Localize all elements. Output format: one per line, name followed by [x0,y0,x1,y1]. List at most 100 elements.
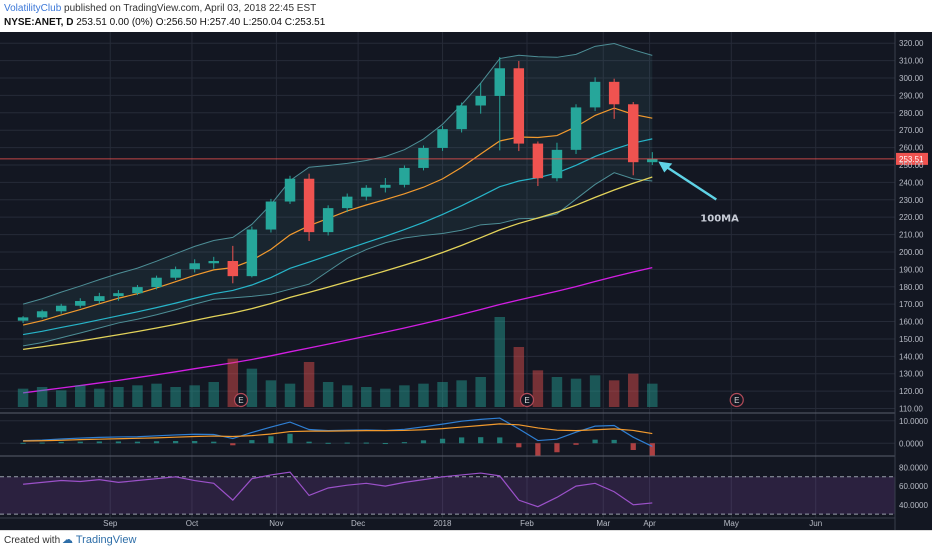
earnings-marker-label: E [524,396,529,405]
macd-histogram-bar [554,443,560,453]
price-tick-label: 170.00 [899,300,924,309]
rsi-band-fill [0,476,895,515]
candle-body [322,208,334,233]
volume-bar [494,317,505,407]
ma50-line [22,138,653,336]
rsi-tick-label: 80.0000 [899,463,928,472]
annotation-arrow-shaft [663,164,717,201]
macd-histogram-bar [96,441,102,444]
volume-bar [36,387,48,407]
volume-bar [303,362,315,407]
price-chart[interactable]: 253.51 100MA E E E 10.0000 0.0000 80.0000 60.… [0,32,932,530]
candle-body [380,184,391,188]
volume-bar [322,382,334,407]
candle-body [284,178,296,202]
macd-histogram-bar [249,440,255,444]
publish-line: VolatilityClub published on TradingView.… [4,3,316,14]
macd-histogram-bar [134,441,141,444]
macd-histogram-bar [211,441,217,444]
macd-histogram-bar [420,440,427,444]
time-tick-label: Oct [186,519,199,528]
macd-histogram-bar [516,443,522,448]
volume-bar [151,383,162,407]
volume-bar [513,347,525,407]
volume-bar [380,388,391,407]
rsi-panel: 80.0000 60.0000 40.0000 [0,455,928,515]
candle-body [551,149,563,179]
volume-bar [647,383,658,407]
ma200-line [22,266,653,394]
price-tick-label: 210.00 [899,231,924,240]
macd-histogram-bar [230,443,236,446]
macd-histogram-bar [649,443,655,457]
candle-body [246,229,258,277]
macd-histogram-bar [344,442,350,444]
footer: Created with ☁ TradingView [0,530,932,551]
price-tick-label: 110.00 [899,405,923,414]
author-link[interactable]: VolatilityClub [4,3,62,14]
candle-body [418,147,429,168]
ohlc-readout: 253.51 0.00 (0%) O:256.50 H:257.40 L:250… [76,17,326,28]
candle-body [456,105,467,130]
volume-bar [132,385,143,407]
bollinger-lower-line [22,172,653,347]
earnings-marker [519,392,535,408]
candle-body [151,277,162,288]
publish-text: published on TradingView.com, April 03, … [64,3,317,14]
volume-bar [532,370,544,407]
time-tick-label: Sep [103,519,118,528]
candle-body [75,301,86,306]
candle-body [589,81,601,108]
grid [0,32,895,518]
volume-bar [456,380,467,407]
candle-body [17,317,29,321]
last-price-badge [896,152,928,165]
bollinger-upper-line [22,43,653,305]
time-axis: Sep Oct Nov Dec 2018 Feb Mar Apr May Jun [0,517,895,528]
macd-histogram-bar [172,441,179,444]
price-tick-label: 240.00 [899,178,924,187]
macd-histogram-bar [325,442,331,444]
candle-body [132,287,143,294]
price-tick-label: 290.00 [899,91,924,100]
price-tick-label: 250.00 [899,161,924,170]
macd-panel: 10.0000 0.0000 [0,412,928,457]
volume-bar [227,358,239,407]
price-tick-label: 120.00 [899,387,924,396]
earnings-marker [729,392,744,408]
volume-bar [551,377,563,407]
macd-tick-label: 10.0000 [899,417,928,426]
volume-bar [341,385,353,407]
price-tick-label: 300.00 [899,74,924,83]
volume-bar [399,385,410,407]
volume-bar [265,380,277,407]
macd-tick-label: 0.0000 [899,439,924,448]
volume-bar [437,382,448,407]
volume-bar [17,388,29,407]
macd-histogram-bar [287,433,293,444]
volume-bar [475,377,486,407]
macd-histogram-bar [20,442,26,444]
volume-bar [608,380,620,407]
price-axis: 320.00 310.00 300.00 290.00 280.00 270.00 260.… [894,32,924,530]
volume-bar [208,382,219,407]
annotation-100ma: 100MA [700,214,739,225]
volume-bar [570,378,582,407]
price-tick-label: 320.00 [899,39,924,48]
candles[interactable] [17,57,658,323]
ma20-line [22,107,653,326]
price-tick-label: 160.00 [899,318,924,327]
earnings-marker [233,392,249,408]
macd-histogram-bar [630,443,636,450]
macd-histogram-bar [458,437,465,444]
price-tick-label: 200.00 [899,248,924,257]
macd-histogram-bar [39,442,45,444]
price-tick-label: 140.00 [899,352,924,361]
time-tick-label: Feb [520,519,534,528]
tradingview-logo[interactable]: ☁ TradingView [62,534,137,546]
annotation-arrowhead [658,161,673,173]
ma100-line [22,176,653,351]
candle-body [189,263,200,270]
macd-histogram-bar [58,441,64,444]
